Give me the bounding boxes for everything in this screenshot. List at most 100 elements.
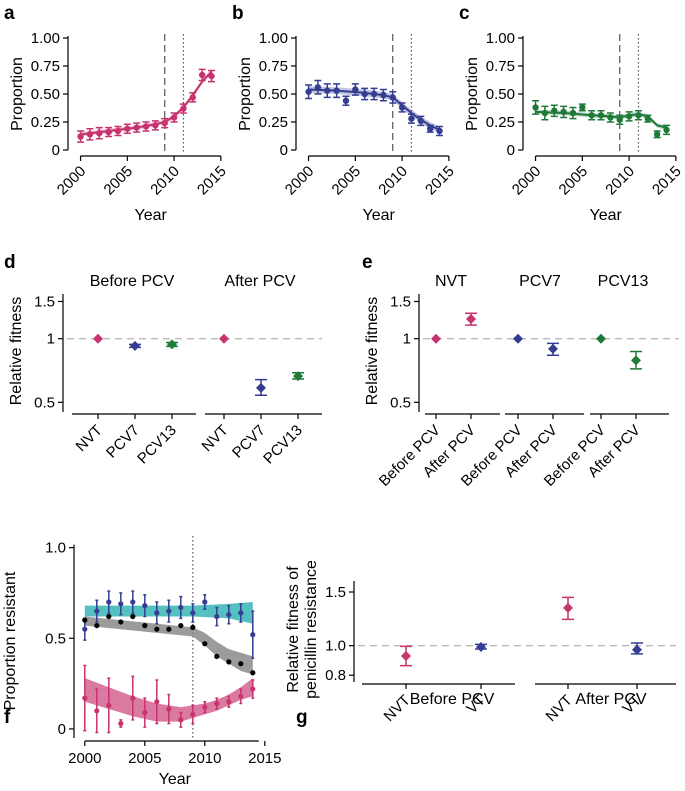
data-point: [170, 114, 178, 121]
data-point: [130, 695, 136, 701]
data-point: [532, 104, 539, 111]
data-point: [178, 604, 184, 611]
data-point: [663, 126, 670, 134]
data-point: [86, 131, 94, 138]
data-point: [96, 130, 103, 137]
data-point: [106, 702, 112, 708]
estimate-point: [93, 333, 103, 344]
fit-band: [80, 69, 212, 137]
data-point: [178, 717, 184, 723]
data-point: [417, 117, 425, 125]
data-point: [333, 87, 340, 94]
data-point: [94, 622, 100, 629]
panel-letter: e: [362, 252, 373, 273]
estimate-point: [513, 333, 523, 344]
group-label: Before PCV: [90, 273, 175, 290]
estimate-point: [401, 650, 411, 661]
data-point: [541, 109, 549, 117]
group-label: PCV7: [519, 273, 561, 290]
data-point: [560, 108, 567, 116]
x-tick-label: 2005: [128, 750, 161, 767]
data-point: [190, 624, 196, 631]
data-point: [94, 608, 100, 614]
y-tick-label: 0: [507, 142, 515, 159]
x-tick-label: 2000: [68, 750, 101, 767]
data-point: [250, 686, 256, 692]
y-tick-label: 0: [58, 721, 66, 738]
x-tick-label: 2015: [194, 163, 230, 199]
x-tick-label: 2000: [282, 163, 318, 199]
group-label: After PCV: [575, 691, 646, 708]
data-point: [426, 125, 434, 132]
estimate-point: [293, 371, 303, 382]
y-tick-label: 0.5: [34, 394, 55, 411]
data-point: [342, 97, 350, 104]
data-point: [118, 619, 124, 625]
data-point: [226, 612, 232, 618]
panel-c: c 0 0.25 0.50 0.75 1.00 Proportion 2000 2005 2010…: [459, 3, 685, 224]
data-point: [142, 123, 150, 130]
data-point: [644, 115, 652, 122]
data-point: [238, 693, 244, 699]
panel-b: b 0 0.25 0.50 0.75 1.00 Proportion 2000 2005 2010…: [232, 3, 458, 224]
panel-letter: f: [4, 707, 11, 728]
y-axis-label: Relative fitness: [364, 297, 381, 406]
y-tick-label: 0.50: [31, 86, 60, 103]
data-point: [142, 622, 148, 629]
estimate-point: [548, 343, 558, 354]
x-tick-label: 2010: [602, 163, 638, 199]
data-point: [133, 124, 140, 131]
x-tick-label: PCV13: [260, 422, 306, 468]
data-point: [105, 128, 112, 136]
data-point: [180, 105, 187, 112]
x-tick-label: 2005: [329, 163, 365, 199]
y-axis-label: penicillin resistance: [303, 560, 320, 699]
data-point: [142, 603, 148, 609]
y-tick-label: 0: [280, 142, 288, 159]
data-point: [114, 127, 122, 135]
data-point: [579, 104, 586, 111]
estimate-point: [256, 382, 266, 393]
data-point: [324, 87, 331, 94]
data-point: [154, 626, 160, 632]
x-tick-label: 2010: [375, 163, 411, 199]
data-point: [361, 90, 368, 98]
data-point: [616, 116, 623, 123]
estimate-point: [631, 355, 641, 366]
data-point: [142, 710, 148, 716]
estimate-point: [466, 313, 476, 324]
data-point: [202, 704, 208, 710]
y-tick-label: 1.5: [390, 293, 411, 310]
y-tick-label: 0: [52, 142, 60, 159]
data-point: [238, 661, 244, 667]
data-point: [130, 613, 136, 620]
data-point: [118, 601, 124, 607]
data-point: [208, 72, 215, 80]
data-point: [189, 94, 197, 101]
data-point: [569, 109, 577, 117]
x-axis-label: Year: [363, 207, 396, 224]
panel-letter: b: [232, 3, 244, 24]
y-tick-label: 1.00: [486, 30, 515, 47]
x-tick-label: 2010: [147, 163, 183, 199]
y-tick-label: 1.0: [325, 638, 346, 655]
x-tick-label: 2000: [509, 163, 545, 199]
data-point: [389, 94, 396, 101]
estimate-point: [596, 333, 606, 344]
data-point: [178, 622, 184, 629]
y-tick-label: 0.75: [486, 58, 515, 75]
data-point: [436, 127, 443, 135]
y-tick-label: 0.5: [45, 630, 66, 647]
estimate-point: [431, 333, 441, 344]
estimate-point: [130, 340, 140, 351]
y-tick-label: 0.50: [259, 86, 288, 103]
x-tick-label: 2015: [649, 163, 685, 199]
x-tick-label: 2005: [101, 163, 137, 199]
data-point: [635, 112, 642, 119]
y-tick-label: 1.00: [31, 30, 60, 47]
data-point: [625, 113, 633, 120]
data-point: [250, 670, 256, 676]
data-point: [226, 699, 232, 705]
data-point: [408, 115, 415, 122]
